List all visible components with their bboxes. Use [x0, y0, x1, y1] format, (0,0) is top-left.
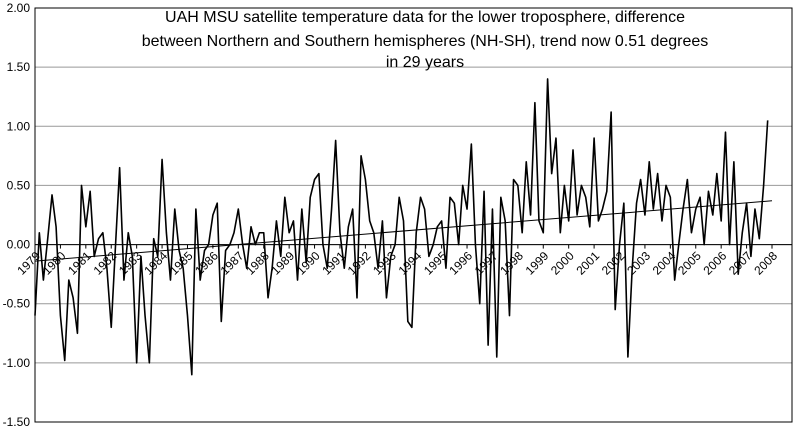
y-tick-label: -1.00: [3, 356, 31, 370]
chart-title: between Northern and Southern hemisphere…: [142, 33, 709, 50]
y-tick-label: 2.00: [7, 1, 31, 15]
plot-area: [34, 7, 793, 423]
y-tick-label: -0.50: [3, 297, 31, 311]
chart-title: UAH MSU satellite temperature data for t…: [165, 9, 685, 26]
y-tick-label: 0.50: [7, 178, 31, 192]
y-tick-label: 1.50: [7, 60, 31, 74]
y-tick-label: 1.00: [7, 119, 31, 133]
y-tick-label: 0.00: [7, 238, 31, 252]
data-line: [34, 78, 769, 376]
y-tick-label: -1.50: [3, 415, 31, 429]
chart-title: in 29 years: [386, 54, 464, 71]
plot: [34, 78, 792, 376]
trend-line: [34, 200, 773, 262]
